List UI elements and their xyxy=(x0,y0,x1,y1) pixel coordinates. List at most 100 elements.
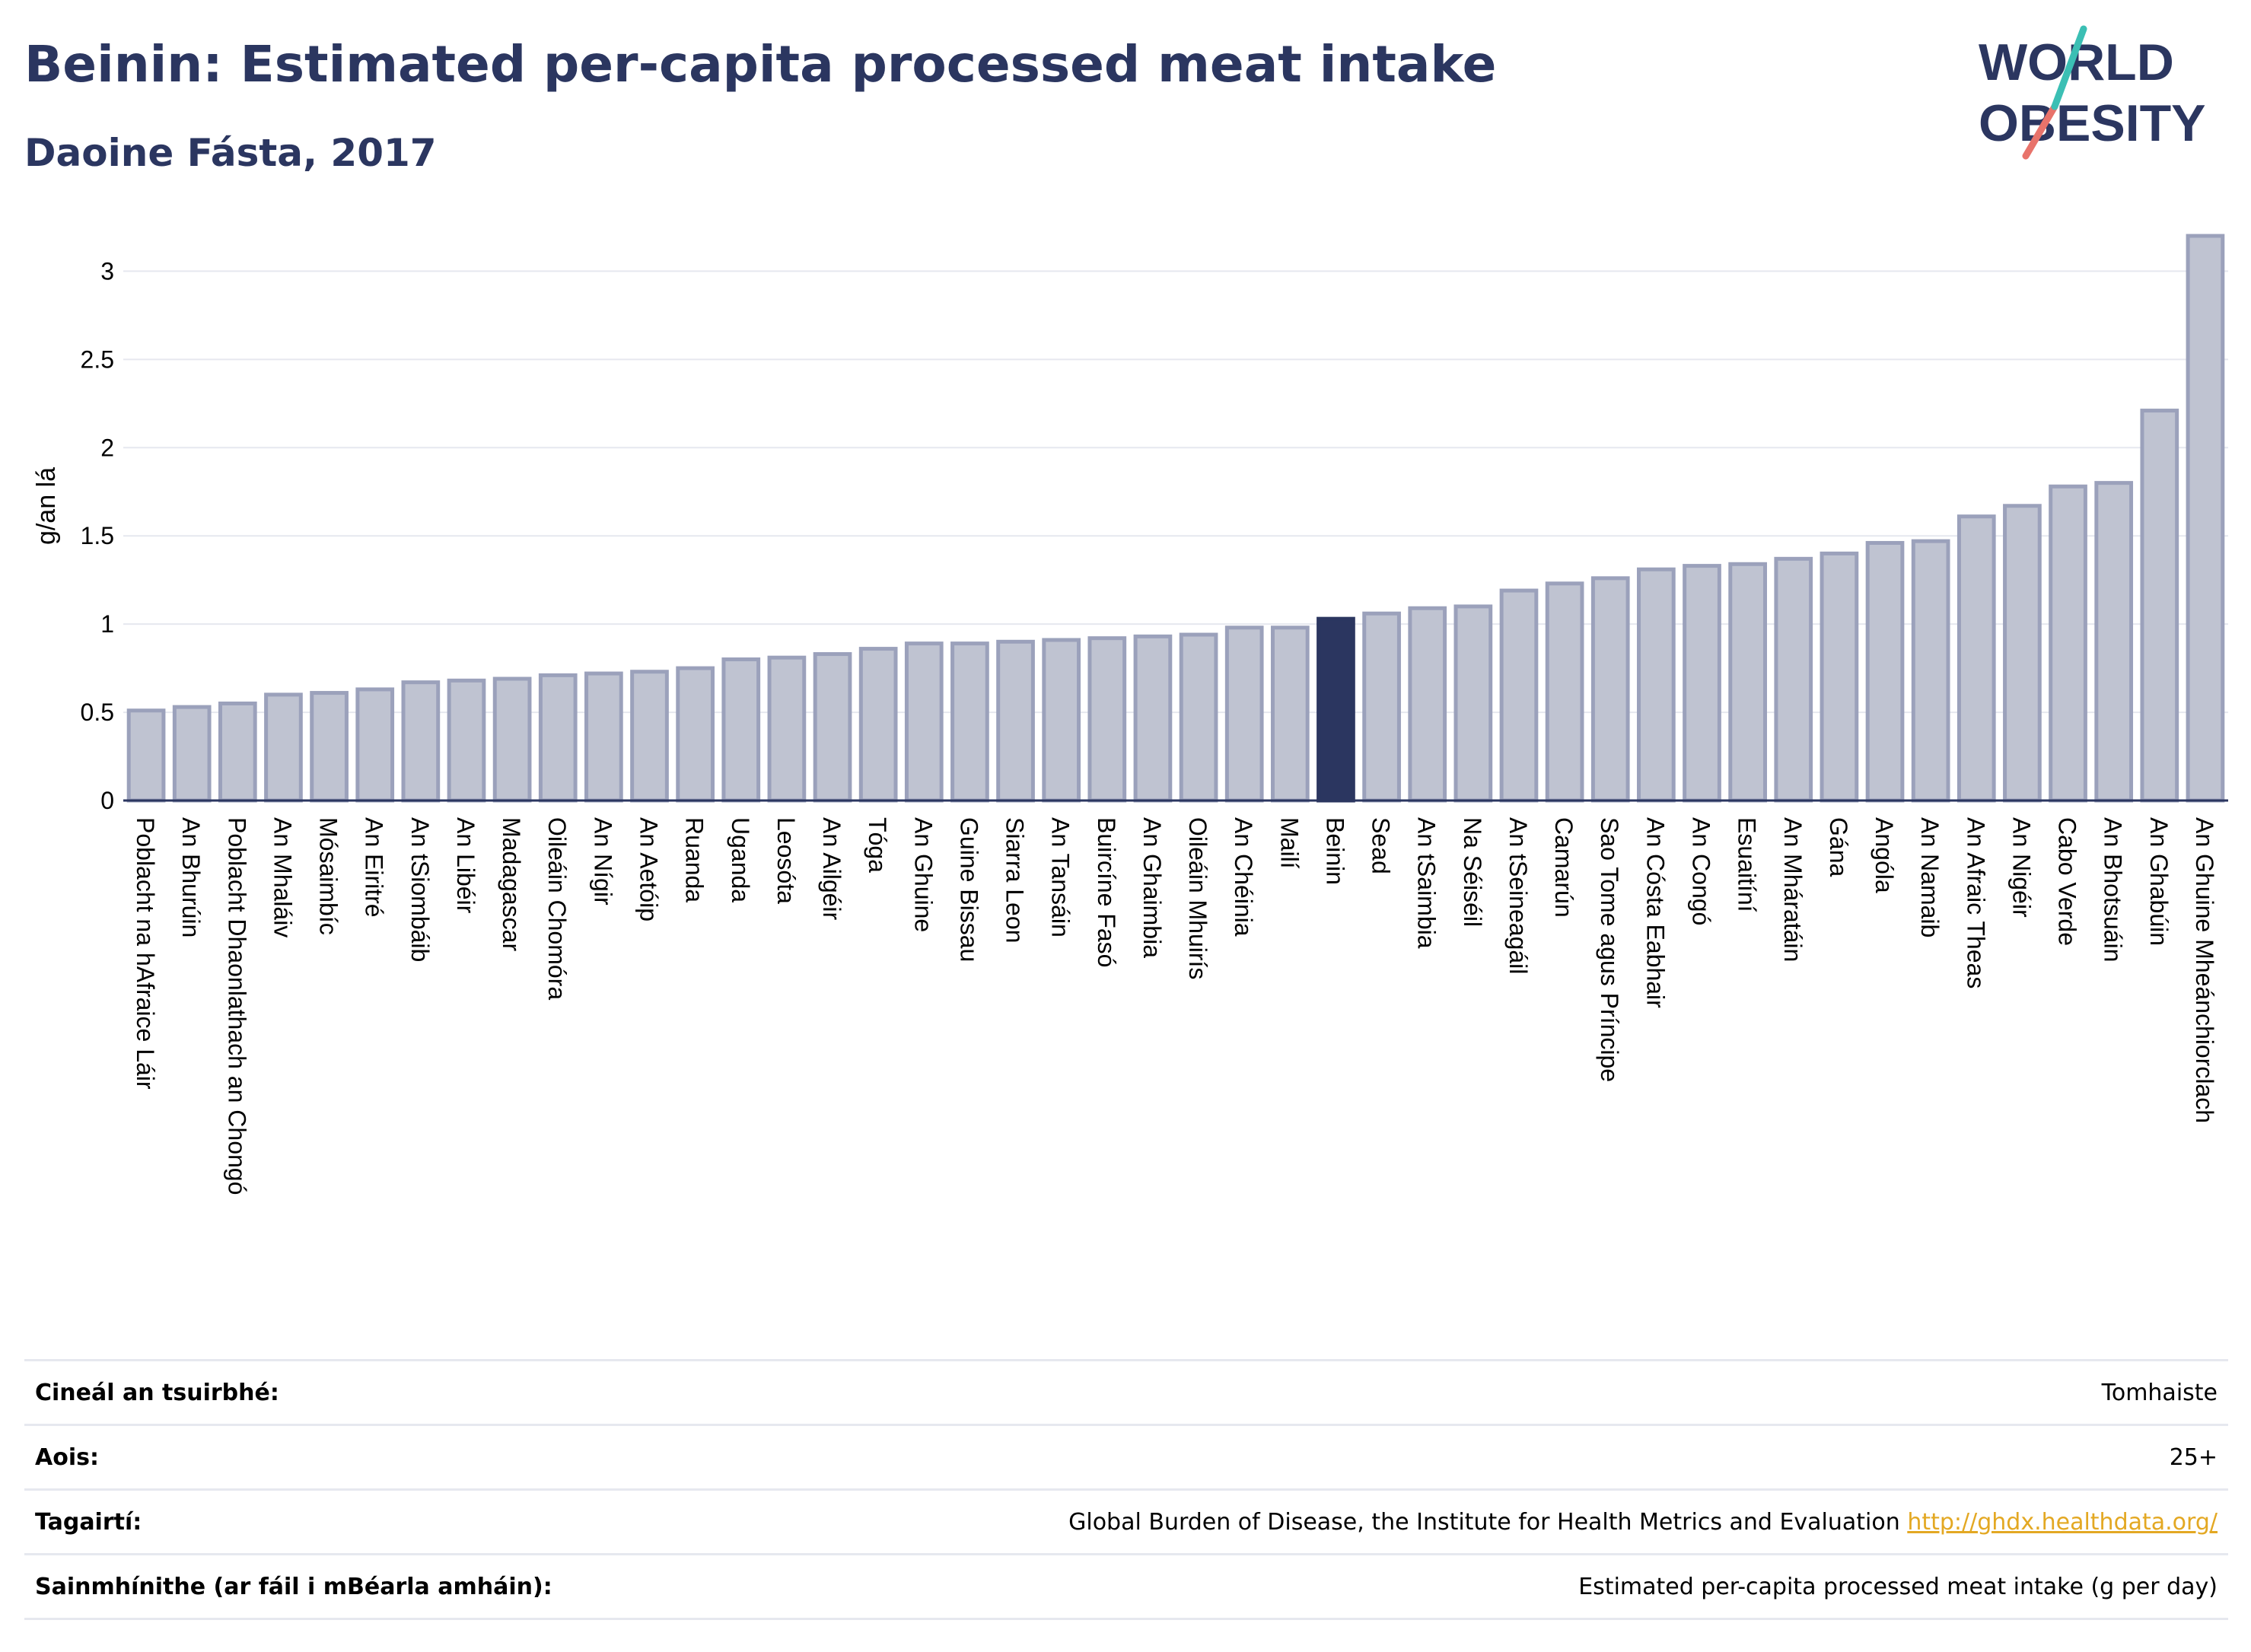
meta-value: 25+ xyxy=(2169,1444,2218,1471)
bar[interactable] xyxy=(1545,581,1584,803)
x-tick-label: An Aetóip xyxy=(635,817,663,921)
meta-value: Estimated per-capita processed meat inta… xyxy=(1578,1574,2218,1600)
x-tick-label: Mailí xyxy=(1275,817,1303,869)
x-tick-label: Na Séiséil xyxy=(1459,817,1486,927)
x-tick-label: Ruanda xyxy=(681,817,708,902)
bar[interactable] xyxy=(1270,625,1310,803)
x-axis-labels: Poblacht na hAfraice Láir An Bhurúin Pobla… xyxy=(132,817,2218,1195)
x-tick-label: Oileáin Mhuirís xyxy=(1184,817,1211,979)
y-tick-label: 2 xyxy=(100,434,114,461)
bar[interactable] xyxy=(1042,638,1081,803)
x-tick-label: An Libéir xyxy=(452,817,479,914)
x-tick-label: Mósaimbíc xyxy=(315,817,342,935)
logo-slash-coral xyxy=(2022,103,2058,160)
x-tick-label: Uganda xyxy=(727,817,754,902)
x-tick-label: An Congó xyxy=(1688,817,1715,925)
bar[interactable] xyxy=(1453,604,1493,803)
x-tick-label: Sead xyxy=(1367,817,1395,874)
bar[interactable] xyxy=(218,701,257,803)
bar[interactable] xyxy=(172,705,212,803)
x-tick-label: Madagascar xyxy=(498,817,525,951)
bar[interactable] xyxy=(1683,564,1721,803)
chart-title: Beinin: Estimated per-capita processed m… xyxy=(24,35,1497,94)
bar[interactable] xyxy=(1865,540,1905,803)
y-tick-label: 1 xyxy=(100,610,114,638)
x-tick-label: An Ghuine xyxy=(909,817,937,932)
bar[interactable] xyxy=(492,676,532,803)
bar[interactable] xyxy=(1408,606,1447,803)
reference-link[interactable]: http://ghdx.healthdata.org/ xyxy=(1907,1509,2218,1536)
bar[interactable] xyxy=(584,671,623,803)
x-tick-label: An Cósta Eabhair xyxy=(1641,817,1669,1008)
bar[interactable] xyxy=(676,666,715,803)
x-tick-label: An tSaimbia xyxy=(1413,817,1441,949)
meta-row-survey-type: Cineál an tsuirbhé: Tomhaiste xyxy=(24,1359,2228,1424)
x-tick-label: Camarún xyxy=(1550,817,1578,918)
bar[interactable] xyxy=(1911,539,1950,803)
bar[interactable] xyxy=(767,655,807,803)
meta-value-references: Global Burden of Disease, the Institute … xyxy=(1068,1509,2218,1536)
logo-slash-teal xyxy=(2051,25,2087,110)
bar[interactable] xyxy=(2186,234,2225,803)
x-tick-label: Oileáin Chomóra xyxy=(543,817,571,1000)
bar[interactable] xyxy=(310,691,349,803)
meta-value: Tomhaiste xyxy=(2101,1380,2218,1406)
bar[interactable] xyxy=(1774,556,1813,803)
x-tick-label: An Chéinia xyxy=(1230,817,1257,937)
bar-chart: 0 0.5 1 1.5 2 2.5 3 Poblacht na hAfraice Láir A… xyxy=(32,234,2228,1195)
bar[interactable] xyxy=(1224,625,1264,803)
bar[interactable] xyxy=(1087,636,1127,803)
bar[interactable] xyxy=(264,692,303,803)
reference-text: Global Burden of Disease, the Institute … xyxy=(1068,1509,1900,1536)
y-axis-ticks: 0 0.5 1 1.5 2 2.5 3 xyxy=(81,257,114,814)
x-tick-label: An Afraic Theas xyxy=(1962,817,1989,988)
bar[interactable] xyxy=(1179,632,1218,803)
bar[interactable] xyxy=(447,678,486,803)
meta-label: Cineál an tsuirbhé: xyxy=(35,1380,279,1406)
world-obesity-logo[interactable]: WORLD OBESITY xyxy=(1979,23,2237,167)
bar[interactable] xyxy=(996,639,1035,803)
bar[interactable] xyxy=(1637,567,1676,803)
bar[interactable] xyxy=(126,708,166,803)
bar[interactable] xyxy=(2003,504,2042,803)
x-tick-label: An Eiritré xyxy=(361,817,388,918)
meta-row-definitions: Sainmhínithe (ar fáil i mBéarla amháin):… xyxy=(24,1553,2228,1620)
bar[interactable] xyxy=(813,652,852,803)
x-tick-label: An Ghuine Mheánchiorclach xyxy=(2191,817,2218,1123)
bar[interactable] xyxy=(1590,576,1630,803)
x-tick-label: Beinin xyxy=(1321,817,1348,885)
x-tick-label: Buircíne Fasó xyxy=(1093,817,1120,967)
bar[interactable] xyxy=(1362,611,1401,803)
logo-word-obesity: OBESITY xyxy=(1979,94,2206,152)
bar[interactable] xyxy=(904,641,944,803)
meta-label: Aois: xyxy=(35,1444,99,1471)
x-tick-label: Gána xyxy=(1825,817,1852,877)
bar[interactable] xyxy=(721,657,761,803)
bar[interactable] xyxy=(401,680,441,803)
bar[interactable] xyxy=(1820,551,1859,803)
meta-label: Tagairtí: xyxy=(35,1509,142,1536)
bar[interactable] xyxy=(2049,484,2087,803)
x-tick-label: An Nigéir xyxy=(2007,817,2035,918)
x-tick-label: An tSeineagáil xyxy=(1504,817,1532,974)
bar[interactable] xyxy=(2094,481,2134,803)
bar[interactable] xyxy=(630,670,669,803)
x-tick-label: An Mháratáin xyxy=(1779,817,1807,962)
bars xyxy=(126,234,2225,803)
bar[interactable] xyxy=(1728,562,1767,803)
bar[interactable] xyxy=(1133,634,1173,803)
bar[interactable] xyxy=(538,673,578,803)
bar[interactable] xyxy=(1499,588,1539,803)
bar[interactable] xyxy=(950,641,989,803)
bar[interactable] xyxy=(1956,514,1996,803)
bar[interactable] xyxy=(355,687,395,803)
bar[interactable] xyxy=(858,647,898,803)
bar[interactable] xyxy=(2140,409,2179,803)
x-tick-label: An Nígir xyxy=(589,817,616,906)
chart-subtitle: Daoine Fásta, 2017 xyxy=(24,131,437,175)
x-tick-label: An tSiombáib xyxy=(406,817,434,962)
x-tick-label: An Bhurúin xyxy=(177,817,205,937)
x-tick-label: Guine Bissau xyxy=(955,817,982,962)
bar-highlight[interactable] xyxy=(1317,616,1355,803)
x-tick-label: Cabo Verde xyxy=(2054,817,2081,946)
